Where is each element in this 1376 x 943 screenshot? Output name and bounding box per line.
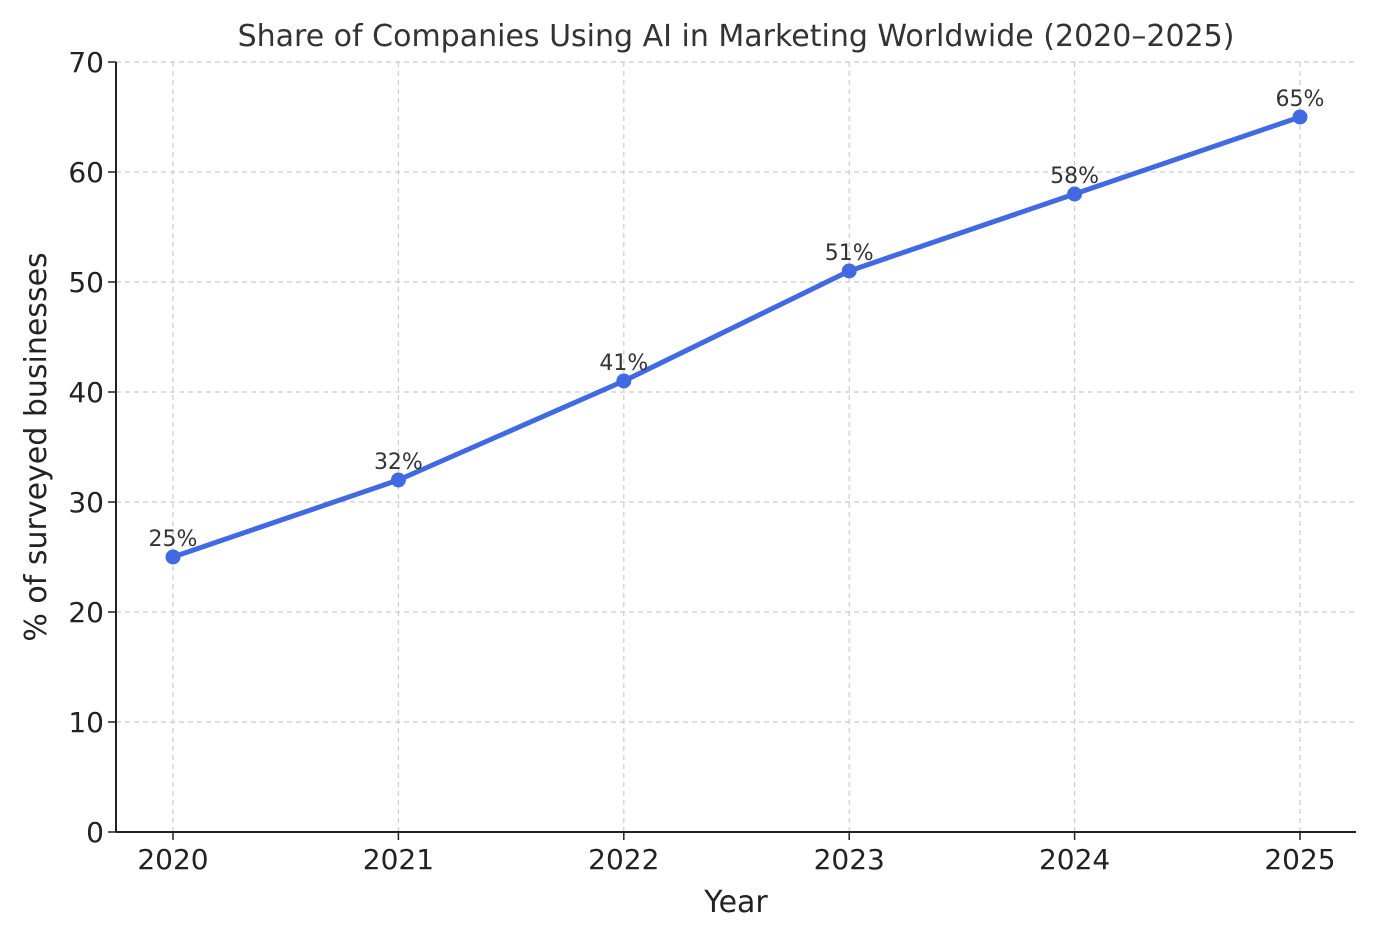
y-tick-label: 40 — [68, 376, 104, 409]
chart-title: Share of Companies Using AI in Marketing… — [238, 19, 1235, 54]
data-point — [165, 549, 181, 565]
series: 25% 32% 41% 51% 58% 65% — [149, 87, 1325, 565]
y-tick-label: 10 — [68, 706, 104, 739]
y-tick-label: 0 — [86, 816, 104, 849]
data-label: 51% — [825, 241, 874, 266]
y-tick-label: 70 — [68, 46, 104, 79]
grid — [116, 61, 1356, 833]
y-axis-label: % of surveyed businesses — [19, 252, 54, 641]
y-tick-label: 20 — [68, 596, 104, 629]
data-point — [1292, 109, 1308, 125]
x-tick-label: 2024 — [1039, 843, 1110, 876]
data-label: 58% — [1050, 164, 1099, 189]
series-line — [172, 114, 1301, 560]
data-point — [390, 472, 406, 488]
data-point — [616, 373, 632, 389]
x-tick-label: 2020 — [137, 843, 208, 876]
data-label: 32% — [374, 450, 423, 475]
y-tick-label: 50 — [68, 266, 104, 299]
ticks: 0 10 20 30 40 50 60 70 2020 2021 2022 2023 2024 2025 — [68, 46, 1335, 876]
data-point — [841, 263, 857, 279]
data-label: 41% — [599, 351, 648, 376]
data-point — [1067, 186, 1083, 202]
data-label: 65% — [1276, 87, 1325, 112]
data-label: 25% — [149, 527, 198, 552]
x-tick-label: 2021 — [363, 843, 434, 876]
y-tick-label: 60 — [68, 156, 104, 189]
x-tick-label: 2023 — [814, 843, 885, 876]
x-axis-label: Year — [703, 885, 768, 920]
x-tick-label: 2025 — [1264, 843, 1335, 876]
x-tick-label: 2022 — [588, 843, 659, 876]
y-tick-label: 30 — [68, 486, 104, 519]
